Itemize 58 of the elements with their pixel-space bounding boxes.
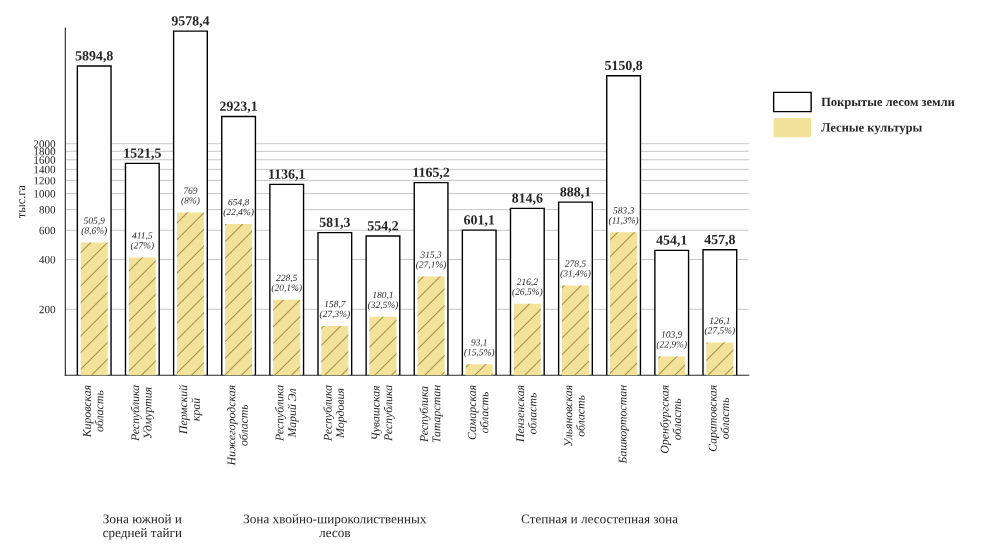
data-label: 1136,1 [269, 169, 305, 181]
x-tick-label: Ульяновская область [564, 385, 585, 446]
x-tick-label: Пермский край [178, 385, 203, 435]
y-tick-label: 1000 [34, 190, 56, 198]
data-label: 1521,5 [124, 148, 161, 160]
x-tick-label: Республика Мордовия [323, 385, 347, 442]
data-label: 9578,4 [171, 16, 210, 28]
data-label: 583,3 (11,3%) [608, 207, 639, 226]
data-label: 228,5 (20,1%) [271, 274, 302, 293]
data-label: 216,2 (26,5%) [512, 278, 543, 297]
text: Зона южной и средней тайги [103, 514, 182, 540]
x-tick-label: Нижегородская область [227, 385, 248, 466]
data-label: 126,1 (27,5%) [704, 317, 735, 336]
y-tick-label: 400 [39, 255, 56, 264]
data-label: 769 (8%) [181, 187, 200, 206]
data-label: 158,7 (27,3%) [319, 300, 350, 319]
text: Степная и лесостепная зона [521, 514, 678, 524]
y-axis-title: тыс.га [19, 185, 26, 219]
y-tick-label: 800 [39, 206, 56, 214]
data-label: 457,8 [704, 234, 736, 247]
x-tick-label: Самарская область [468, 385, 489, 440]
legend-label: Покрытые лесом земли [821, 97, 955, 109]
data-label: 180,1 (32,5%) [367, 291, 399, 310]
data-label: 814,6 [512, 193, 543, 205]
data-label: 2923,1 [220, 101, 257, 113]
x-tick-label: Оренбургская область [660, 385, 681, 454]
y-tick-label: 600 [39, 226, 56, 235]
data-label: 93,1 (15,5%) [464, 339, 495, 358]
y-tick-label: 1600 [34, 156, 56, 164]
x-tick-label: Саратовская область [708, 385, 729, 452]
data-label: 454,1 [656, 235, 687, 247]
text: Зона хвойно-широколиственных лесов [243, 514, 427, 538]
y-tick-label: 2000 [33, 140, 56, 148]
x-tick-label: Башкортостан [618, 385, 629, 464]
x-tick-label: Республика Удмуртия [130, 385, 155, 442]
y-tick-label: 1400 [34, 165, 56, 174]
y-tick-label: 1200 [34, 176, 56, 185]
data-label: 1165,2 [413, 167, 450, 179]
data-label: 411,5 (27%) [130, 232, 154, 251]
x-tick-label: Республика Марий Эл [274, 385, 299, 442]
legend-label: Лесные культуры [821, 123, 922, 135]
data-label: 654,8 (22,4%) [223, 198, 254, 218]
y-tick-label: 1800 [34, 147, 56, 156]
data-label: 5894,8 [75, 51, 113, 63]
data-label: 554,2 [367, 221, 398, 233]
x-tick-label: Республика Татарстан [419, 385, 443, 443]
x-tick-label: Пензенская область [516, 385, 537, 443]
data-label: 103,9 (22,9%) [656, 331, 687, 350]
y-tick-label: 200 [39, 305, 56, 314]
data-label: 5150,8 [605, 60, 643, 73]
data-label: 315,3 (27,1%) [416, 251, 447, 270]
x-tick-label: Кировская область [83, 385, 104, 438]
x-tick-label: Чувашская Республика [371, 385, 395, 442]
data-label: 505,9 (8,6%) [81, 217, 107, 236]
data-label: 601,1 [464, 215, 495, 227]
data-label: 581,3 [319, 217, 350, 229]
data-label: 278,5 (31,4%) [560, 260, 591, 279]
data-label: 888,1 [560, 187, 591, 199]
